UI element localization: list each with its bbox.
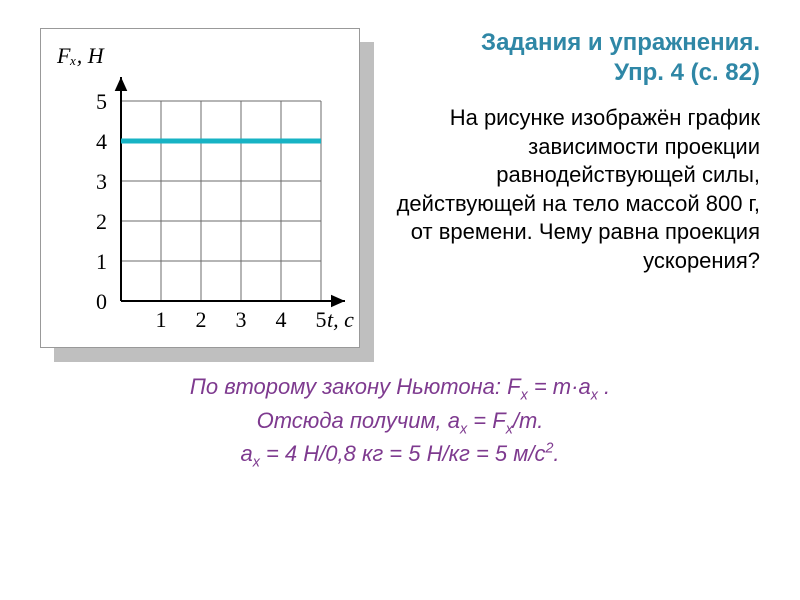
solution-line-2: Отсюда получим, ax = Fx/m.	[40, 406, 760, 440]
chart-box: 1 2 3 4 5 1 2 3 4 5 0 Fₓ, Н t, с	[40, 28, 360, 348]
svg-text:3: 3	[96, 169, 107, 194]
solution-block: По второму закону Ньютона: Fx = m·ax . О…	[40, 372, 760, 473]
problem-text: На рисунке изображён график зависимости …	[382, 104, 760, 276]
svg-text:t, с: t, с	[327, 307, 354, 332]
chart-container: 1 2 3 4 5 1 2 3 4 5 0 Fₓ, Н t, с	[40, 28, 360, 348]
heading-line1: Задания и упражнения.	[481, 29, 760, 56]
svg-text:2: 2	[196, 307, 207, 332]
slide: 1 2 3 4 5 1 2 3 4 5 0 Fₓ, Н t, с Задания и упражнени…	[0, 0, 800, 600]
top-row: 1 2 3 4 5 1 2 3 4 5 0 Fₓ, Н t, с Задания и упражнени…	[40, 28, 760, 348]
solution-line-1: По второму закону Ньютона: Fx = m·ax .	[40, 372, 760, 406]
svg-text:1: 1	[96, 249, 107, 274]
svg-text:4: 4	[96, 129, 107, 154]
svg-text:3: 3	[236, 307, 247, 332]
svg-text:5: 5	[316, 307, 327, 332]
svg-text:0: 0	[96, 289, 107, 314]
svg-text:1: 1	[156, 307, 167, 332]
heading-line2: Упр. 4 (с. 82)	[614, 59, 760, 86]
svg-text:5: 5	[96, 89, 107, 114]
svg-text:4: 4	[276, 307, 287, 332]
force-time-chart: 1 2 3 4 5 1 2 3 4 5 0 Fₓ, Н t, с	[41, 29, 361, 349]
right-column: Задания и упражнения. Упр. 4 (с. 82) На …	[360, 28, 760, 276]
exercise-heading: Задания и упражнения. Упр. 4 (с. 82)	[382, 28, 760, 88]
solution-line-3: ax = 4 Н/0,8 кг = 5 Н/кг = 5 м/с2.	[40, 439, 760, 473]
svg-text:2: 2	[96, 209, 107, 234]
svg-text:Fₓ, Н: Fₓ, Н	[56, 43, 105, 68]
